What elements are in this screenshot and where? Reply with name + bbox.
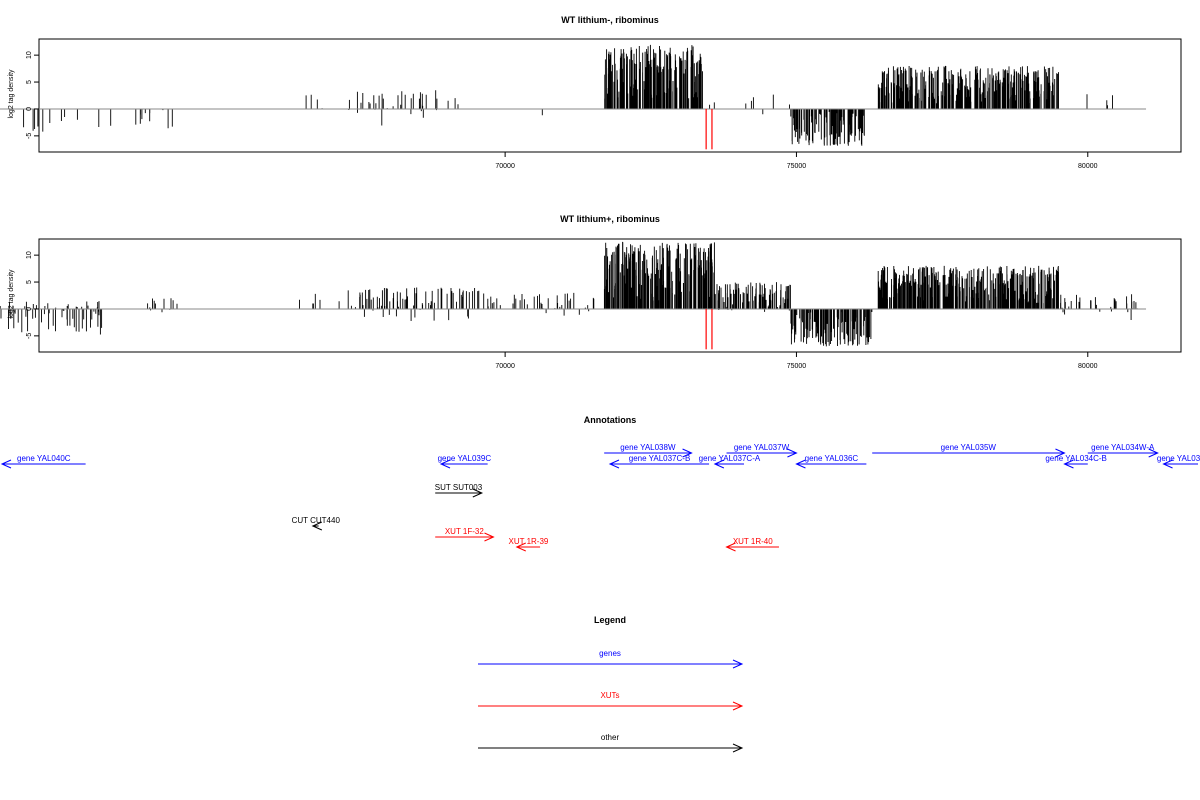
annotation-feature: gene YAL035W [872, 443, 1066, 458]
x-tick-label: 80000 [1078, 363, 1098, 370]
annotation-feature: gene YAL034C-B [1045, 454, 1107, 469]
annotation-feature: gene YAL037W [726, 443, 798, 458]
panel-lithium-plus: WT lithium+, ribominus log2 tag density … [0, 214, 1182, 370]
density-bars [23, 44, 1113, 146]
arrow-head [1148, 448, 1159, 458]
annotation-feature: XUT 1R-40 [725, 537, 779, 552]
annotation-label: gene YAL037W [734, 443, 790, 452]
annotation-items: gene YAL040C gene YAL039C gene YAL038W gene… [0, 443, 1200, 552]
y-axis-label: log2 tag density [8, 269, 15, 319]
arrow-head [1063, 459, 1074, 469]
annotation-feature: XUT 1R-39 [508, 537, 549, 552]
y-tick-label: 10 [26, 51, 33, 59]
annotation-label: XUT 1R-39 [508, 537, 548, 546]
annotation-label: gene YAL036C [805, 454, 859, 463]
y-axis: -5 0 5 10 [26, 51, 39, 139]
annotation-label: gene YAL037C-A [699, 454, 761, 463]
annotation-feature: gene YAL039C [438, 454, 492, 469]
legend-label: other [601, 733, 620, 742]
legend-title: Legend [594, 615, 626, 625]
panel-lithium-minus: WT lithium-, ribominus log2 tag density … [0, 15, 1182, 170]
arrow-head [0, 459, 12, 469]
arrow-head [439, 459, 451, 469]
annotation-label: gene YAL037C-B [629, 454, 691, 463]
legend-items: genes XUTs other [478, 649, 744, 753]
arrow-head [515, 542, 526, 552]
red-markers [705, 308, 713, 350]
annotation-label: CUT CUT440 [292, 516, 341, 525]
x-tick-label: 70000 [495, 163, 515, 170]
x-tick-label: 70000 [495, 363, 515, 370]
arrow-head [732, 659, 744, 669]
density-bar-path [23, 44, 1113, 146]
plot-frame [38, 38, 1182, 153]
annotation-feature: gene YAL040C [0, 454, 86, 469]
annotation-feature: gene YAL036C [795, 454, 867, 469]
annotation-label: gene YAL034C-B [1045, 454, 1107, 463]
annotation-feature: gene YAL034W-A [1087, 443, 1159, 458]
arrow-head [732, 701, 744, 711]
y-axis: -5 0 5 10 [26, 251, 39, 339]
y-tick-label: 0 [26, 107, 33, 111]
y-tick-label: -5 [26, 133, 33, 139]
annotation-feature: CUT CUT440 [292, 516, 341, 531]
x-tick-label: 75000 [787, 363, 807, 370]
arrow-head [608, 459, 620, 469]
x-tick-label: 80000 [1078, 163, 1098, 170]
annotations-panel: Annotations gene YAL040C gene YAL039Cgene… [0, 415, 1200, 552]
annotation-label: XUT 1R-40 [733, 537, 773, 546]
annotation-label: XUT 1F-32 [445, 527, 485, 536]
y-tick-label: 10 [26, 251, 33, 259]
legend-label: genes [599, 649, 621, 658]
plot-frame [38, 238, 1182, 353]
panel-title: WT lithium-, ribominus [561, 15, 659, 25]
x-axis: 70000 75000 80000 [495, 152, 1098, 170]
y-tick-label: 5 [26, 80, 33, 84]
legend-panel: Legend genes XUTs other [478, 615, 744, 753]
annotation-label: gene YAL039C [438, 454, 492, 463]
x-axis: 70000 75000 80000 [495, 352, 1098, 370]
density-bars [0, 241, 1138, 347]
arrow-head [1055, 448, 1066, 458]
arrow-head [472, 488, 484, 498]
legend-item-other: other [478, 733, 744, 753]
legend-item-xuts: XUTs [478, 691, 744, 711]
annotations-title: Annotations [584, 415, 637, 425]
arrow-head [311, 521, 323, 531]
annotation-label: gene YAL034W-A [1091, 443, 1155, 452]
arrow-head [795, 459, 806, 469]
annotation-feature: gene YAL038W [604, 443, 693, 458]
annotation-feature: XUT 1F-32 [435, 527, 495, 542]
red-markers [705, 108, 713, 150]
annotation-label: SUT SUT003 [435, 483, 483, 492]
y-tick-label: 5 [26, 280, 33, 284]
legend-item-genes: genes [478, 649, 744, 669]
annotation-label: gene YAL040C [17, 454, 71, 463]
arrow-head [713, 459, 725, 469]
annotation-label: gene YAL038W [620, 443, 676, 452]
y-tick-label: 0 [26, 307, 33, 311]
arrow-head [484, 532, 495, 542]
arrow-head [732, 743, 744, 753]
annotation-feature: gene YAL037C-A [699, 454, 761, 469]
panel-title: WT lithium+, ribominus [560, 214, 660, 224]
annotation-feature: SUT SUT003 [435, 483, 484, 498]
arrow-head [1162, 459, 1173, 469]
annotation-feature: gene YAL034 [1157, 454, 1200, 469]
legend-label: XUTs [600, 691, 619, 700]
annotation-label: gene YAL034 [1157, 454, 1200, 463]
arrow-head [682, 448, 693, 458]
x-tick-label: 75000 [787, 163, 807, 170]
y-axis-label: log2 tag density [8, 69, 15, 119]
annotation-feature: gene YAL037C-B [608, 454, 710, 469]
density-bar-path [0, 241, 1138, 347]
y-tick-label: -5 [26, 333, 33, 339]
arrow-head [725, 542, 736, 552]
annotation-label: gene YAL035W [941, 443, 997, 452]
arrow-head [787, 448, 798, 458]
